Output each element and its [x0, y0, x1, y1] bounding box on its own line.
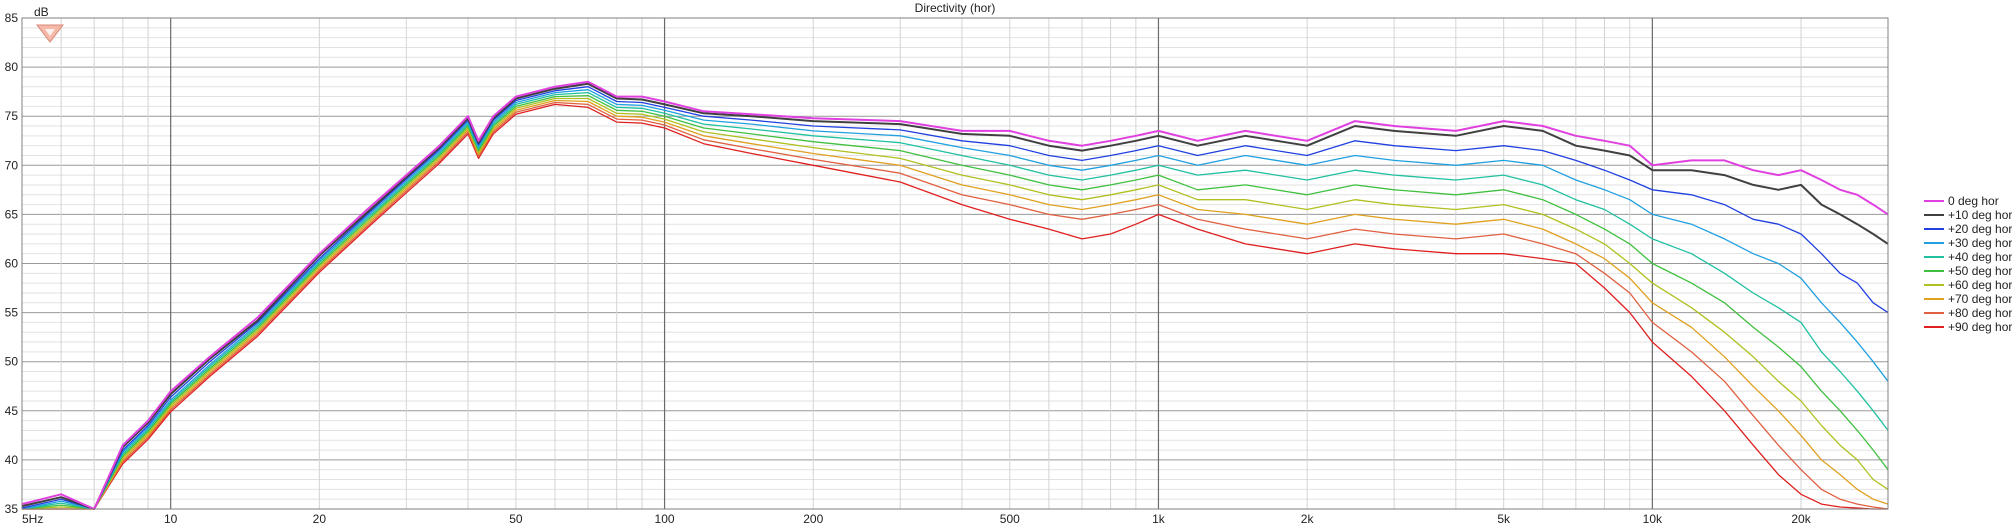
legend-label: +70 deg hor [1948, 292, 2012, 306]
y-tick-label: 40 [5, 453, 19, 467]
grid [21, 17, 1889, 510]
series-layer [21, 80, 1889, 510]
y-tick-label: 85 [5, 11, 19, 25]
legend-label: +50 deg hor [1948, 264, 2012, 278]
y-tick-label: 50 [5, 355, 19, 369]
x-tick-label: 20 [313, 512, 327, 526]
x-tick-label: 20k [1791, 512, 1811, 526]
y-tick-label: 55 [5, 306, 19, 320]
x-tick-label: 500 [1000, 512, 1020, 526]
series-line-6 [21, 97, 1889, 510]
y-tick-label: 60 [5, 257, 19, 271]
legend-label: +10 deg hor [1948, 208, 2012, 222]
series-line-1 [21, 82, 1889, 510]
series-line-5 [21, 94, 1889, 510]
x-tick-label: 50 [509, 512, 523, 526]
axis-labels: 35 40 45 50 55 60 65 70 75 80 85 5Hz 10 20 50 100 200 500… [5, 11, 1812, 526]
legend-label: +40 deg hor [1948, 250, 2012, 264]
x-tick-label: 200 [803, 512, 823, 526]
legend-label: +60 deg hor [1948, 278, 2012, 292]
x-tick-label: 5k [1497, 512, 1511, 526]
series-line-3 [21, 89, 1889, 510]
plot-frame [21, 17, 1889, 510]
series-line-2 [21, 86, 1889, 510]
series-line-8 [22, 101, 1889, 510]
chart-title: Directivity (hor) [915, 1, 996, 15]
legend-label: 0 deg hor [1948, 194, 1999, 208]
legend-label: +20 deg hor [1948, 222, 2012, 236]
y-tick-label: 35 [5, 502, 19, 516]
legend-label: +30 deg hor [1948, 236, 2012, 250]
x-tick-label: 5Hz [22, 512, 43, 526]
legend-label: +80 deg hor [1948, 306, 2012, 320]
legend: 0 deg hor+10 deg hor+20 deg hor+30 deg h… [1924, 194, 2012, 334]
series-line-9 [22, 103, 1888, 510]
y-tick-label: 75 [5, 109, 19, 123]
x-tick-label: 10k [1643, 512, 1663, 526]
x-tick-label: 1k [1152, 512, 1166, 526]
series-line-7 [22, 99, 1889, 510]
legend-label: +90 deg hor [1948, 320, 2012, 334]
x-tick-label: 10 [164, 512, 178, 526]
y-tick-label: 80 [5, 60, 19, 74]
x-tick-label: 100 [655, 512, 675, 526]
y-tick-label: 70 [5, 158, 19, 172]
x-tick-label: 2k [1301, 512, 1315, 526]
brand-logo-icon [35, 24, 65, 43]
series-line-0 [21, 80, 1889, 510]
y-axis-unit-label: dB [34, 5, 49, 19]
series-line-4 [21, 91, 1889, 510]
y-tick-label: 45 [5, 404, 19, 418]
y-tick-label: 65 [5, 207, 19, 221]
